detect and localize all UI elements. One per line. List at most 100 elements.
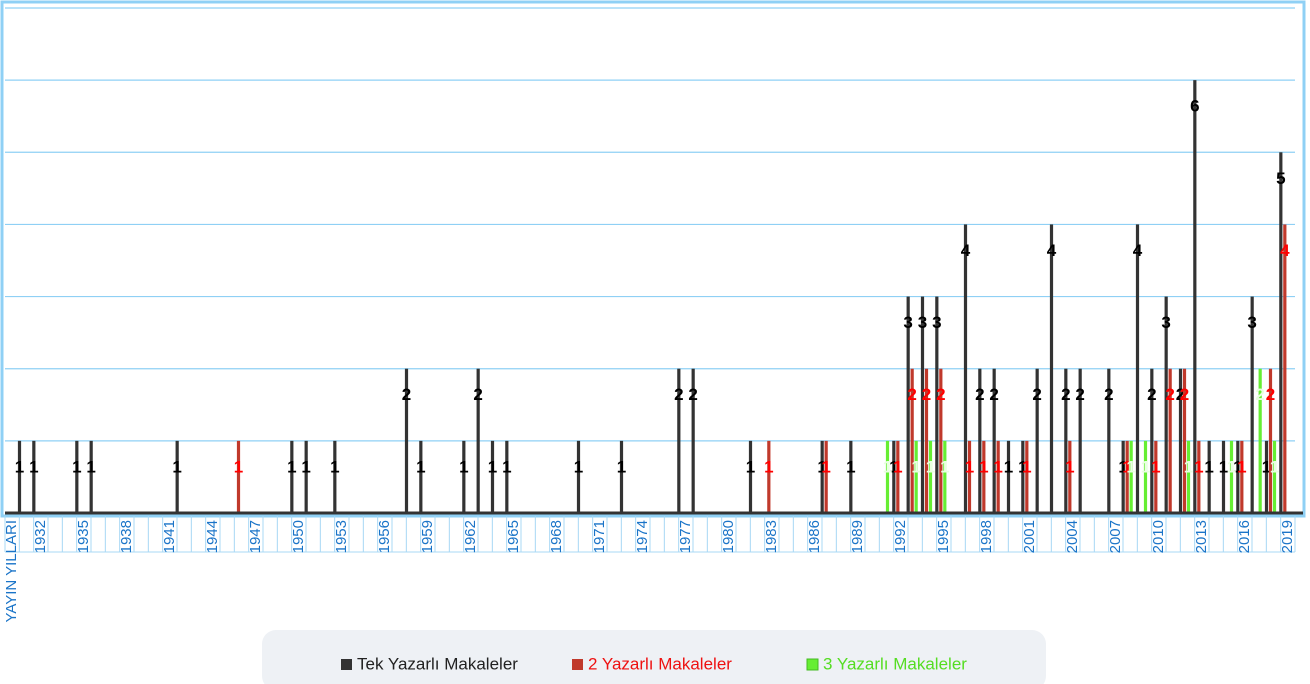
x-tick-label: 1995 xyxy=(935,520,952,553)
bar xyxy=(920,296,925,513)
bar xyxy=(1035,368,1039,513)
value-label: 2 xyxy=(674,385,683,404)
bar xyxy=(1268,368,1273,513)
value-label: 1 xyxy=(1227,457,1236,476)
bar xyxy=(1240,440,1244,513)
bar xyxy=(910,368,914,513)
bar xyxy=(691,368,695,513)
bar xyxy=(978,368,982,513)
legend-swatch xyxy=(572,659,583,670)
value-label: 1 xyxy=(817,457,826,476)
bar xyxy=(963,224,968,513)
value-label: 1 xyxy=(502,457,511,476)
value-label: 1 xyxy=(1233,457,1242,476)
value-label: 2 xyxy=(907,385,916,404)
x-tick-label: 2013 xyxy=(1193,520,1210,553)
x-tick-label: 1938 xyxy=(118,520,135,553)
bar xyxy=(1125,440,1129,513)
value-label: 1 xyxy=(926,457,935,476)
bar xyxy=(914,440,918,513)
value-label: 3 xyxy=(918,313,927,332)
value-label: 2 xyxy=(1075,385,1084,404)
legend-swatch xyxy=(806,658,819,671)
value-label: 1 xyxy=(1194,457,1203,476)
value-label: 2 xyxy=(473,385,482,404)
bar xyxy=(333,440,337,513)
bar xyxy=(236,440,241,513)
x-tick-label: 1956 xyxy=(376,520,393,553)
x-tick-label: 1962 xyxy=(462,520,479,553)
value-label: 2 xyxy=(936,385,945,404)
value-label: 1 xyxy=(301,457,310,476)
x-tick-label: 1941 xyxy=(161,520,178,553)
legend-swatch xyxy=(341,659,352,670)
value-label: 1 xyxy=(617,457,626,476)
x-tick-label: 1977 xyxy=(677,520,694,553)
bar xyxy=(767,440,771,513)
value-label: 1 xyxy=(1184,457,1193,476)
value-label: 1 xyxy=(821,457,830,476)
x-tick-label: 1944 xyxy=(204,520,221,553)
value-label: 1 xyxy=(1204,457,1213,476)
bar xyxy=(1250,296,1254,513)
value-label: 1 xyxy=(965,457,974,476)
value-label: 1 xyxy=(940,457,949,476)
value-label: 1 xyxy=(330,457,339,476)
value-label: 1 xyxy=(1126,457,1135,476)
legend-label: Tek Yazarlı Makaleler xyxy=(357,654,518,673)
value-label: 3 xyxy=(1161,313,1170,332)
bar xyxy=(1186,440,1191,513)
bar xyxy=(982,440,986,513)
legend-label: 3 Yazarlı Makaleler xyxy=(823,654,967,673)
value-label: 6 xyxy=(1190,97,1199,116)
value-label: 1 xyxy=(287,457,296,476)
value-label: 2 xyxy=(402,385,411,404)
bar xyxy=(1178,368,1183,513)
bar xyxy=(619,440,624,513)
value-label: 1 xyxy=(911,457,920,476)
x-tick-label: 1998 xyxy=(978,520,995,553)
value-label: 2 xyxy=(1176,385,1185,404)
value-label: 2 xyxy=(688,385,697,404)
value-label: 4 xyxy=(961,241,971,260)
value-label: 2 xyxy=(989,385,998,404)
bar xyxy=(32,440,36,513)
value-label: 2 xyxy=(1061,385,1070,404)
bar xyxy=(1129,440,1133,513)
value-label: 1 xyxy=(574,457,583,476)
x-tick-label: 2007 xyxy=(1107,520,1124,553)
value-label: 1 xyxy=(889,457,898,476)
value-label: 1 xyxy=(883,457,892,476)
bar xyxy=(928,440,933,513)
bar xyxy=(1283,224,1287,513)
value-label: 1 xyxy=(993,457,1002,476)
bar xyxy=(820,440,824,513)
value-label: 5 xyxy=(1276,169,1285,188)
value-label: 1 xyxy=(15,457,24,476)
bar xyxy=(849,440,853,513)
value-label: 1 xyxy=(1262,457,1271,476)
value-label: 4 xyxy=(1047,241,1057,260)
bar xyxy=(1264,440,1269,513)
value-label: 1 xyxy=(746,457,755,476)
bar xyxy=(1164,296,1168,513)
plot-frame xyxy=(0,0,1306,518)
x-tick-label: 2004 xyxy=(1064,520,1081,553)
bar xyxy=(1064,368,1068,513)
x-tick-label: 1983 xyxy=(763,520,780,553)
bar xyxy=(939,368,943,513)
bar xyxy=(1154,440,1158,513)
bar xyxy=(996,440,1000,513)
bar xyxy=(1229,440,1234,513)
value-label: 1 xyxy=(846,457,855,476)
x-tick-label: 1992 xyxy=(892,520,909,553)
value-label: 3 xyxy=(932,313,941,332)
legend-box xyxy=(262,630,1046,684)
value-label: 1 xyxy=(72,457,81,476)
x-tick-label: 1971 xyxy=(591,520,608,553)
bar xyxy=(1143,440,1148,513)
value-label: 1 xyxy=(1141,457,1150,476)
value-label: 2 xyxy=(1147,385,1156,404)
value-label: 1 xyxy=(1219,457,1228,476)
legend-label: 2 Yazarlı Makaleler xyxy=(588,654,732,673)
